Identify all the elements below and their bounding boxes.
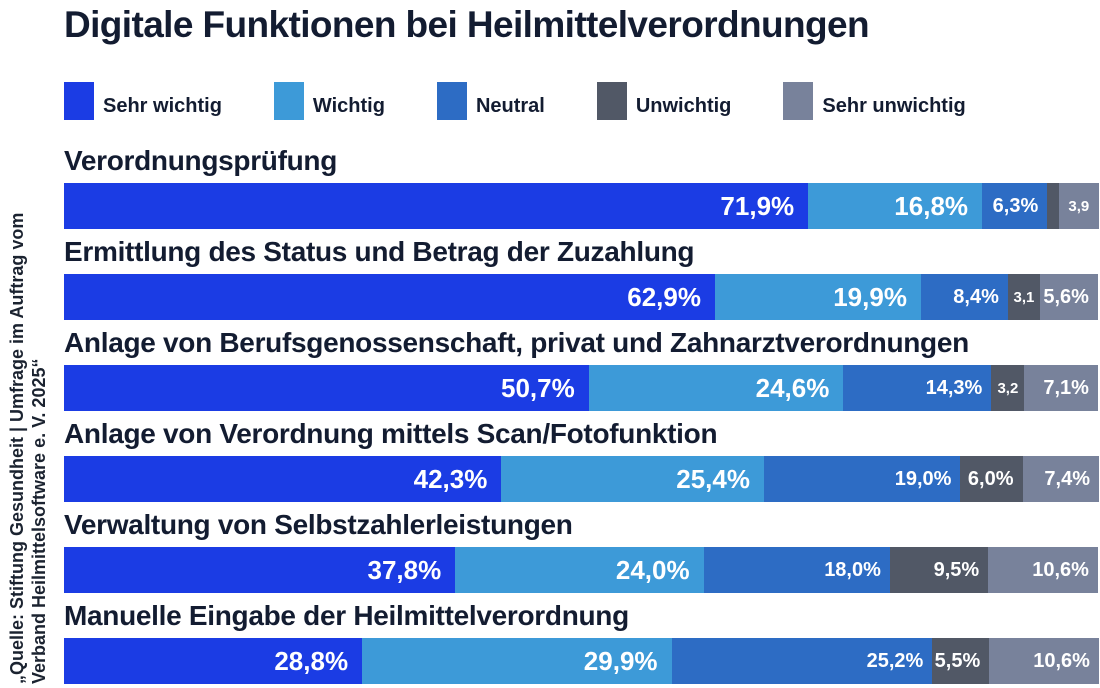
bar-segment: 71,9% [64,183,809,229]
bar-segment: 9,5% [889,547,989,593]
category-label: Verordnungsprüfung [64,144,338,176]
bar-segment: 10,6% [988,547,1098,593]
bar-segment: 16,8% [808,183,983,229]
legend-swatch [273,82,304,120]
category-label: Manuelle Eingabe der Heilmittelverordnun… [64,599,629,631]
legend-item: Sehr wichtig [64,82,222,120]
legend: Sehr wichtig Wichtig Neutral Unwichtig Sehr … [64,82,966,120]
source-line-2: Verband Heilmittelsoftware e. V. 2025“ [29,358,49,684]
stacked-bar: 50,7% 24,6% 14,3% 3,2 7,1% [64,365,1099,411]
bar-segment: 3,1 [1007,274,1040,320]
stacked-bar: 37,8% 24,0% 18,0% 9,5% 10,6% [64,547,1099,593]
bar-segment: 5,5% [932,638,990,684]
bar-segment: 18,0% [703,547,890,593]
legend-label: Neutral [475,95,545,117]
bar-segment: 29,9% [362,638,672,684]
bar-segment: 28,8% [64,638,363,684]
source-attribution: „Quelle: Stiftung Gesundheit | Umfrage i… [6,84,50,684]
legend-label: Sehr unwichtig [822,95,966,117]
bar-segment: 19,0% [764,456,961,502]
legend-swatch [596,82,627,120]
bar-segment: 50,7% [64,365,589,411]
stacked-bar: 42,3% 25,4% 19,0% 6,0% 7,4% [64,456,1100,502]
bar-segment: 24,0% [455,547,704,593]
stacked-bar: 28,8% 29,9% 25,2% 5,5% 10,6% [64,638,1099,684]
legend-label: Sehr wichtig [103,95,222,117]
bar-segment: 37,8% [64,547,456,593]
legend-item: Sehr unwichtig [783,82,966,120]
chart-row: Ermittlung des Status und Betrag der Zuz… [64,229,1099,320]
bar-segment: 3,2 [991,365,1025,411]
bar-segment: 6,0% [960,456,1023,502]
bar-segment: 62,9% [64,274,715,320]
legend-item: Neutral [436,82,545,120]
chart-row: Manuelle Eingabe der Heilmittelverordnun… [64,593,1099,684]
chart-row: Anlage von Verordnung mittels Scan/Fotof… [64,411,1100,502]
bar-segment: 8,4% [920,274,1008,320]
bar-segment: 3,9 [1058,183,1099,229]
stacked-bar: 62,9% 19,9% 8,4% 3,1 5,6% [64,274,1099,320]
legend-label: Wichtig [312,95,385,117]
stacked-bar: 71,9% 16,8% 6,3% 3,9 [64,183,1099,229]
bar-segment: 25,4% [501,456,764,502]
bar-segment: 6,3% [982,183,1048,229]
bar-segment: 42,3% [64,456,502,502]
source-line-1: „Quelle: Stiftung Gesundheit | Umfrage i… [7,212,27,684]
bar-segment: 7,1% [1024,365,1098,411]
legend-item: Wichtig [273,82,385,120]
legend-swatch [64,82,94,120]
chart-row: Anlage von Berufsgenossenschaft, privat … [64,320,1099,411]
chart-row: Verordnungsprüfung 71,9% 16,8% 6,3% 3,9 [64,138,1099,229]
bar-segment: 19,9% [715,274,921,320]
bar-segment: 24,6% [588,365,844,411]
legend-label: Unwichtig [635,95,732,117]
bar-segment: 25,2% [671,638,933,684]
chart-row: Verwaltung von Selbstzahlerleistungen 37,… [64,502,1099,593]
stacked-bar-chart: Verordnungsprüfung 71,9% 16,8% 6,3% 3,9 Ermit… [64,138,1100,684]
legend-swatch [783,82,814,120]
bar-segment: 10,6% [989,638,1099,684]
bar-segment: 14,3% [843,365,992,411]
bar-segment [1047,183,1059,229]
category-label: Anlage von Verordnung mittels Scan/Fotof… [64,417,718,449]
bar-segment: 5,6% [1039,274,1098,320]
bar-segment: 7,4% [1022,456,1100,502]
category-label: Ermittlung des Status und Betrag der Zuz… [64,235,695,267]
legend-swatch [436,82,467,120]
page-title: Digitale Funktionen bei Heilmittelverord… [64,4,870,45]
legend-item: Unwichtig [596,82,732,120]
category-label: Verwaltung von Selbstzahlerleistungen [64,508,573,540]
category-label: Anlage von Berufsgenossenschaft, privat … [64,326,969,358]
